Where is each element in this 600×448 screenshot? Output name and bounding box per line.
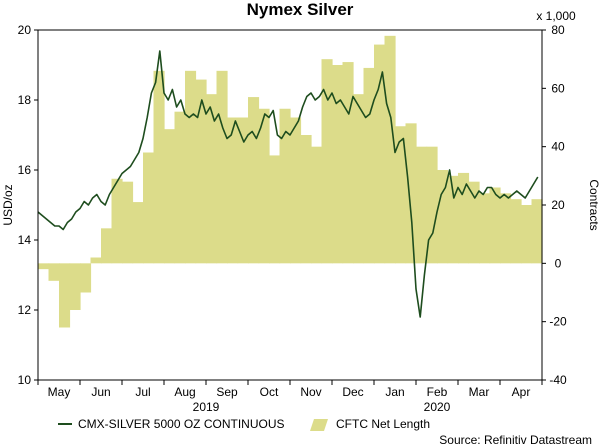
cftc-bar [510,199,522,264]
cftc-bar [311,146,323,264]
cftc-bar [227,117,239,264]
right-axis: -40 -20 0 20 40 60 80 [542,23,567,387]
month-label: Mar [469,385,490,399]
source-note: Source: Refinitiv Datastream [439,433,592,447]
right-tick-label: 80 [551,23,565,37]
cftc-bar [332,65,344,264]
left-tick-label: 10 [18,373,32,387]
cftc-bar [38,263,50,270]
left-tick-label: 18 [18,93,32,107]
month-label: Jan [385,385,404,399]
cftc-bar [353,94,365,264]
cftc-bar [185,70,197,264]
cftc-net-length-area [38,35,543,328]
cftc-bar [195,79,207,264]
month-label: Aug [174,385,195,399]
right-axis-label: Contracts [587,179,600,230]
cftc-bar [531,199,543,264]
month-label: Sep [216,385,238,399]
cftc-bar [300,135,312,264]
left-tick-label: 12 [18,303,32,317]
legend: CMX-SILVER 5000 OZ CONTINUOUS CFTC Net L… [58,417,430,431]
left-tick-label: 14 [18,233,32,247]
cftc-bar [279,108,291,264]
legend-label-silver: CMX-SILVER 5000 OZ CONTINUOUS [78,417,284,431]
year-label: 2020 [424,400,451,414]
cftc-bar [143,152,155,264]
right-tick-label: 20 [551,198,565,212]
cftc-bar [69,263,81,310]
cftc-bar [122,181,134,264]
cftc-bar [174,111,186,264]
cftc-bar [153,70,165,264]
cftc-bar [500,193,512,264]
cftc-bar [521,205,533,264]
cftc-bar [342,62,354,264]
chart-title: Nymex Silver [247,0,354,19]
month-label: Jul [135,385,150,399]
cftc-bar [101,228,113,264]
cftc-bar [80,263,92,293]
right-tick-label: 40 [551,140,565,154]
silver-price-line [37,50,539,318]
cftc-bar [206,94,218,264]
right-tick-label: -20 [549,315,567,329]
cftc-bar [363,67,375,264]
right-tick-label: 0 [555,256,562,270]
left-axis-label: USD/oz [1,184,15,225]
cftc-bar [248,97,260,264]
x-axis: May Jun Jul Aug Sep Oct Nov Dec Jan Feb Mar Apr 2019… [37,380,543,414]
cftc-bar [489,187,501,264]
legend-area-swatch [310,419,328,431]
month-label: Apr [512,385,531,399]
cftc-bar [48,263,60,281]
cftc-bar [426,146,438,264]
month-label: Nov [300,385,321,399]
cftc-bar [479,193,491,264]
left-tick-label: 20 [18,23,32,37]
right-tick-label: -40 [549,373,567,387]
legend-label-cftc: CFTC Net Length [336,417,430,431]
cftc-bar [416,146,428,264]
cftc-bar [237,117,249,264]
cftc-bar [290,117,302,264]
month-label: Jun [91,385,110,399]
cftc-bar [395,126,407,264]
cftc-bar [216,70,228,264]
cftc-bar [384,35,396,264]
left-axis: 10 12 14 16 18 20 [18,23,38,387]
cftc-bar [269,155,281,264]
silver-price-line-group [37,50,539,318]
month-label: Oct [260,385,279,399]
month-label: Feb [427,385,448,399]
cftc-bar [132,202,144,264]
right-axis-multiplier: x 1,000 [536,9,576,23]
cftc-bar [321,59,333,264]
cftc-bar [258,108,270,264]
cftc-bar [374,44,386,264]
cftc-bar [164,129,176,264]
cftc-bar [458,172,470,264]
cftc-bar [437,170,449,264]
cftc-bar [90,257,102,264]
cftc-bar [59,263,71,328]
cftc-bar [468,181,480,264]
cftc-bar [405,123,417,264]
cftc-bar [447,175,459,264]
year-label: 2019 [193,400,220,414]
month-label: Dec [342,385,363,399]
cftc-bar [111,178,123,264]
right-tick-label: 60 [551,81,565,95]
left-tick-label: 16 [18,163,32,177]
month-label: May [48,385,71,399]
